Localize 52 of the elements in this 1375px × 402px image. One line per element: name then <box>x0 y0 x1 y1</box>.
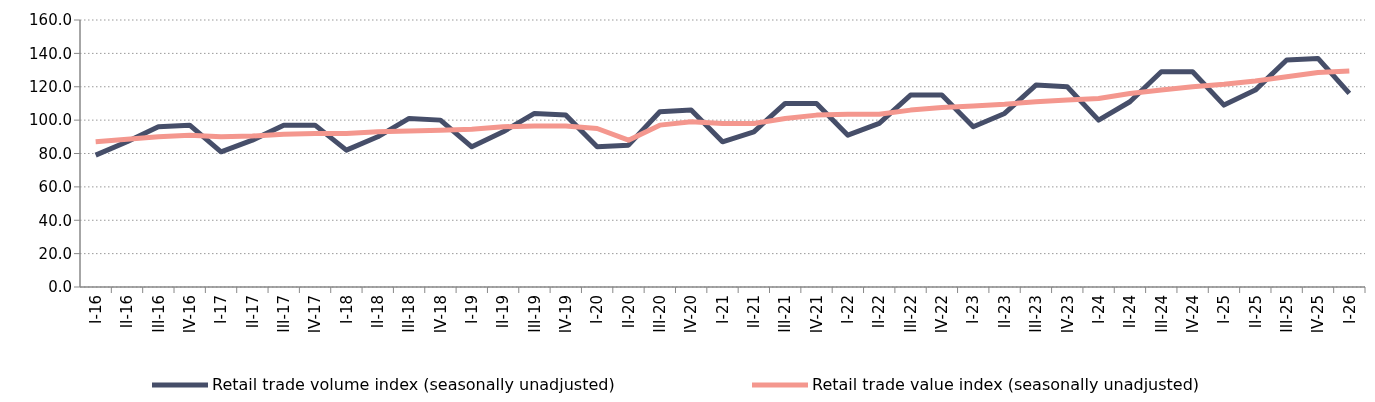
y-tick-label: 160.0 <box>29 11 72 30</box>
x-tick-label: IV-16 <box>180 295 199 334</box>
y-tick-label: 140.0 <box>29 44 72 63</box>
x-tick-label: I-21 <box>713 295 732 324</box>
y-tick-label: 40.0 <box>38 211 72 230</box>
x-tick-label: III-17 <box>274 295 293 333</box>
x-tick-label: II-18 <box>368 295 387 329</box>
x-tick-label: IV-23 <box>1058 295 1077 334</box>
x-tick-label: IV-22 <box>933 295 952 334</box>
x-tick-label: IV-20 <box>682 295 701 334</box>
y-tick-label: 20.0 <box>38 244 72 263</box>
x-tick-label: II-16 <box>118 295 137 329</box>
x-tick-label: I-26 <box>1340 295 1359 324</box>
y-tick-label: 60.0 <box>38 178 72 197</box>
x-tick-label: IV-19 <box>557 295 576 334</box>
y-tick-label: 80.0 <box>38 144 72 163</box>
x-tick-label: III-20 <box>651 295 670 333</box>
x-tick-label: I-16 <box>86 295 105 324</box>
x-tick-label: II-22 <box>870 295 889 329</box>
y-tick-label: 0.0 <box>48 278 72 297</box>
legend-label: Retail trade value index (seasonally unadjusted) <box>812 375 1200 394</box>
x-tick-label: II-23 <box>995 295 1014 329</box>
x-tick-label: III-24 <box>1152 295 1171 333</box>
y-tick-label: 120.0 <box>29 78 72 96</box>
y-tick-label: 100.0 <box>29 111 72 130</box>
x-tick-label: IV-17 <box>306 295 325 334</box>
x-tick-label: I-17 <box>212 295 231 324</box>
x-tick-label: IV-21 <box>807 295 826 334</box>
x-tick-label: I-25 <box>1215 295 1234 324</box>
x-tick-label: IV-18 <box>431 295 450 334</box>
x-tick-label: III-18 <box>400 295 419 333</box>
x-tick-label: III-23 <box>1027 295 1046 333</box>
x-tick-label: III-22 <box>901 295 920 333</box>
x-tick-label: I-19 <box>463 295 482 324</box>
x-tick-label: I-18 <box>337 295 356 324</box>
x-tick-label: II-20 <box>619 295 638 329</box>
x-tick-label: III-25 <box>1277 295 1296 333</box>
x-tick-label: IV-24 <box>1183 295 1202 334</box>
x-tick-label: II-24 <box>1121 295 1140 329</box>
x-tick-label: III-16 <box>149 295 168 333</box>
x-tick-label: I-20 <box>588 295 607 324</box>
x-tick-label: II-17 <box>243 295 262 329</box>
x-tick-label: II-21 <box>745 295 764 329</box>
x-tick-label: III-21 <box>776 295 795 333</box>
legend-label: Retail trade volume index (seasonally unadjusted) <box>212 375 615 394</box>
x-tick-label: I-23 <box>964 295 983 324</box>
x-tick-label: III-19 <box>525 295 544 333</box>
x-tick-label: IV-25 <box>1309 295 1328 334</box>
x-tick-label: I-24 <box>1089 295 1108 324</box>
x-tick-label: II-19 <box>494 295 513 329</box>
x-tick-label: I-22 <box>839 295 858 324</box>
x-tick-label: II-25 <box>1246 295 1265 329</box>
